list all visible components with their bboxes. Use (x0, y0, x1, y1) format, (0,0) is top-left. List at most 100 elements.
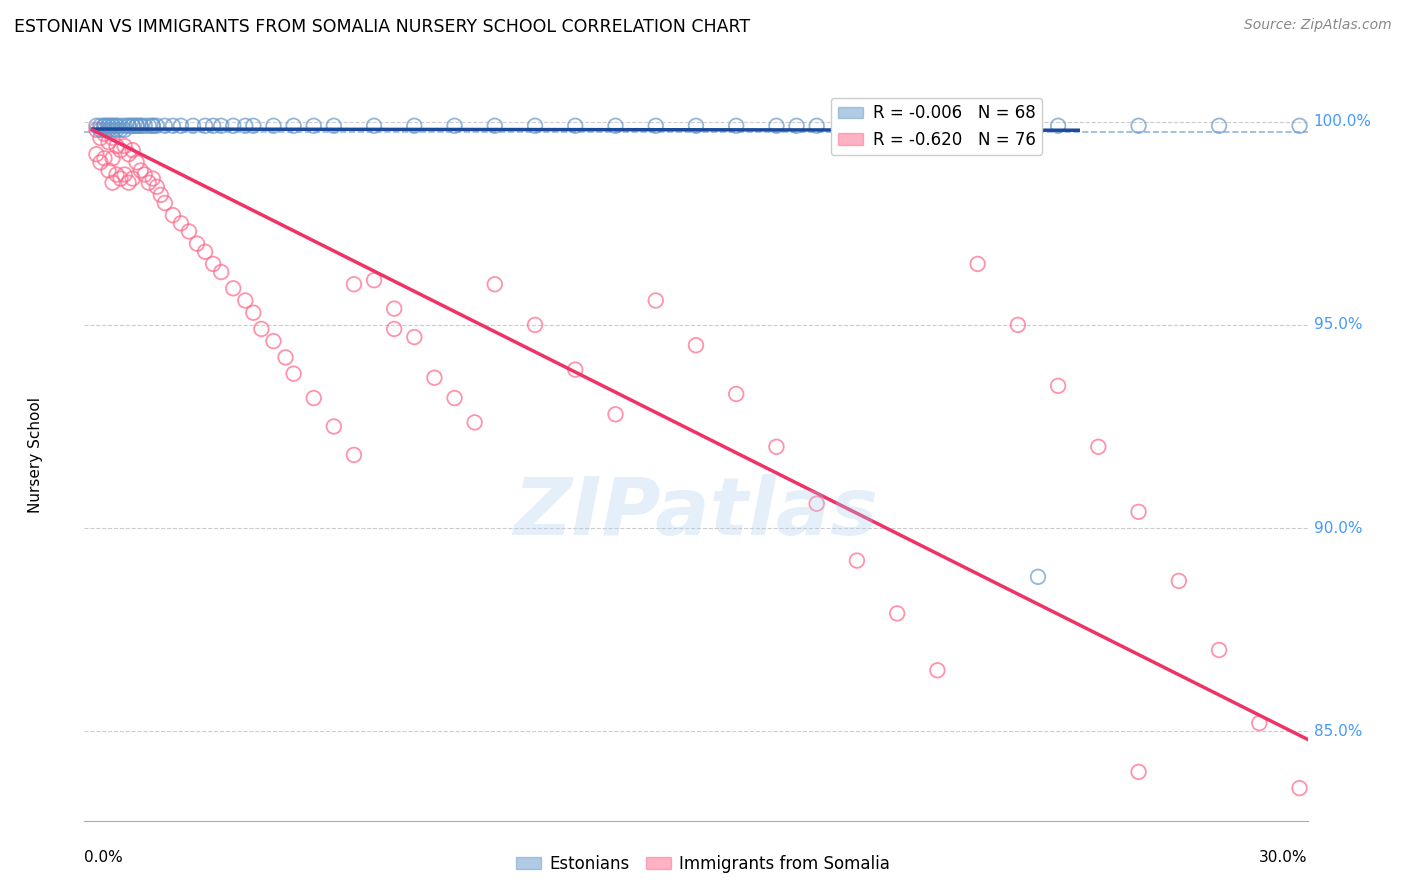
Point (404, 119, 426, 133)
Point (322, 419, 344, 434)
Point (322, 119, 344, 133)
Point (404, 330, 426, 344)
Point (110, 143, 132, 157)
Point (97, 119, 120, 133)
Point (89, 119, 111, 133)
Point (484, 277, 506, 292)
Point (363, 119, 385, 133)
Point (110, 171, 132, 186)
Point (363, 273, 385, 287)
Point (89, 131, 111, 145)
Point (121, 143, 143, 157)
Point (186, 236, 208, 251)
Point (97, 123, 120, 137)
Point (121, 119, 143, 133)
Point (564, 362, 586, 376)
Point (274, 351, 297, 365)
Point (138, 119, 160, 133)
Point (886, 119, 908, 133)
Point (101, 176, 124, 190)
Point (162, 119, 184, 133)
Point (1128, 119, 1150, 133)
Point (170, 119, 193, 133)
Point (97, 119, 120, 133)
Text: 30.0%: 30.0% (1260, 850, 1308, 865)
Point (685, 119, 707, 133)
Point (966, 257, 988, 271)
Point (153, 196, 176, 211)
Point (117, 147, 139, 161)
Point (283, 367, 305, 381)
Legend: R = -0.006   N = 68, R = -0.620   N = 76: R = -0.006 N = 68, R = -0.620 N = 76 (831, 97, 1042, 155)
Point (443, 119, 465, 133)
Point (1249, 716, 1271, 731)
Point (202, 257, 225, 271)
Point (138, 176, 160, 190)
Text: ZIPatlas: ZIPatlas (513, 475, 879, 552)
Point (725, 119, 748, 133)
Point (125, 119, 148, 133)
Point (1087, 440, 1109, 454)
Point (105, 168, 128, 182)
Point (927, 663, 949, 677)
Point (114, 123, 136, 137)
Point (114, 168, 136, 182)
Point (142, 119, 165, 133)
Point (866, 119, 889, 133)
Point (233, 119, 256, 133)
Legend: Estonians, Immigrants from Somalia: Estonians, Immigrants from Somalia (509, 848, 897, 880)
Point (177, 224, 200, 238)
Point (134, 119, 156, 133)
Point (181, 119, 204, 133)
Point (644, 293, 666, 308)
Point (86, 119, 108, 133)
Point (1167, 574, 1189, 588)
Point (1047, 119, 1070, 133)
Point (464, 416, 486, 430)
Point (162, 208, 184, 222)
Point (242, 119, 264, 133)
Point (97, 135, 120, 149)
Point (250, 322, 273, 336)
Point (564, 119, 586, 133)
Point (644, 119, 666, 133)
Point (101, 119, 124, 133)
Point (966, 119, 988, 133)
Point (233, 293, 256, 308)
Point (101, 119, 124, 133)
Point (845, 553, 868, 567)
Point (1026, 570, 1049, 584)
Point (423, 370, 446, 384)
Point (105, 123, 128, 137)
Point (1047, 379, 1070, 393)
Point (443, 391, 465, 405)
Point (484, 119, 506, 133)
Point (93, 127, 115, 141)
Point (129, 119, 152, 133)
Point (946, 119, 969, 133)
Point (142, 119, 165, 133)
Point (382, 322, 405, 336)
Point (114, 119, 136, 133)
Text: 90.0%: 90.0% (1313, 521, 1362, 535)
Point (105, 119, 128, 133)
Point (263, 119, 285, 133)
Point (105, 119, 128, 133)
Text: 0.0%: 0.0% (84, 850, 124, 865)
Point (765, 440, 787, 454)
Point (382, 301, 405, 316)
Point (209, 119, 232, 133)
Text: ESTONIAN VS IMMIGRANTS FROM SOMALIA NURSERY SCHOOL CORRELATION CHART: ESTONIAN VS IMMIGRANTS FROM SOMALIA NURS… (14, 18, 751, 36)
Text: 85.0%: 85.0% (1313, 723, 1362, 739)
Point (194, 244, 217, 259)
Point (93, 151, 115, 165)
Point (142, 171, 165, 186)
Point (242, 306, 264, 320)
Point (605, 407, 627, 421)
Point (93, 119, 115, 133)
Point (117, 119, 139, 133)
Point (89, 155, 111, 169)
Point (93, 119, 115, 133)
Point (786, 119, 808, 133)
Point (202, 119, 225, 133)
